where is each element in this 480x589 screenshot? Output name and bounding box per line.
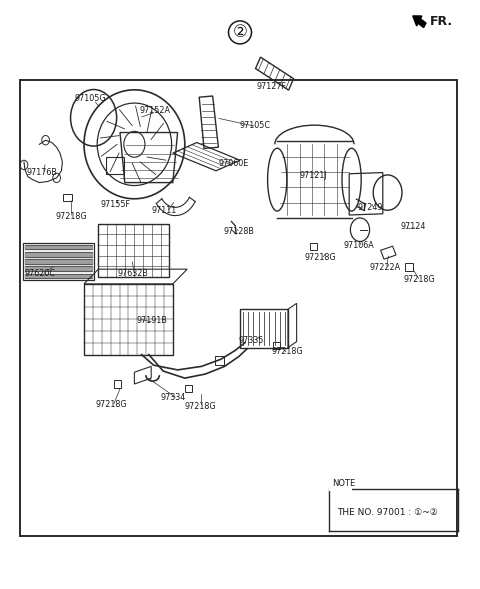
Text: 97152A: 97152A [139,106,170,115]
Text: 97105C: 97105C [240,121,271,130]
Text: 97218G: 97218G [185,402,216,411]
Bar [185,385,192,392]
FancyArrow shape [413,16,426,28]
Text: 97222A: 97222A [370,263,401,272]
Bar [20,80,457,536]
Bar [84,284,173,355]
Text: 97111: 97111 [151,206,177,215]
Text: 97127F: 97127F [257,82,287,91]
Bar [215,356,224,365]
Text: THE NO. 97001 : ①~②: THE NO. 97001 : ①~② [337,508,438,517]
Text: 97218G: 97218G [403,275,435,284]
Text: 97334: 97334 [161,393,186,402]
Text: 97121J: 97121J [300,171,328,180]
Text: 97218G: 97218G [271,348,303,356]
Text: 97218G: 97218G [55,212,87,221]
Text: 97620C: 97620C [25,269,56,278]
Bar [23,243,94,280]
Bar [310,243,317,250]
Bar [405,263,413,271]
Text: 97155F: 97155F [101,200,131,209]
Bar [63,194,72,201]
Text: 97218G: 97218G [96,401,128,409]
Text: 97191B: 97191B [137,316,168,325]
Text: 97106A: 97106A [343,241,374,250]
Text: 97124: 97124 [401,222,426,231]
Text: 97335: 97335 [239,336,264,345]
Text: ②: ② [233,24,247,41]
Text: 97105G: 97105G [74,94,106,103]
Bar [98,224,169,277]
Bar [273,342,280,349]
Text: 97176B: 97176B [26,168,57,177]
Text: 97128B: 97128B [223,227,254,236]
Text: 97249: 97249 [358,203,383,212]
Bar [106,157,124,174]
Text: 97218G: 97218G [305,253,336,262]
Text: 97060E: 97060E [218,159,249,168]
Text: NOTE: NOTE [332,479,355,488]
Text: FR.: FR. [430,15,453,28]
Bar [240,309,288,348]
Text: 97632B: 97632B [118,269,148,278]
Bar [114,380,121,388]
